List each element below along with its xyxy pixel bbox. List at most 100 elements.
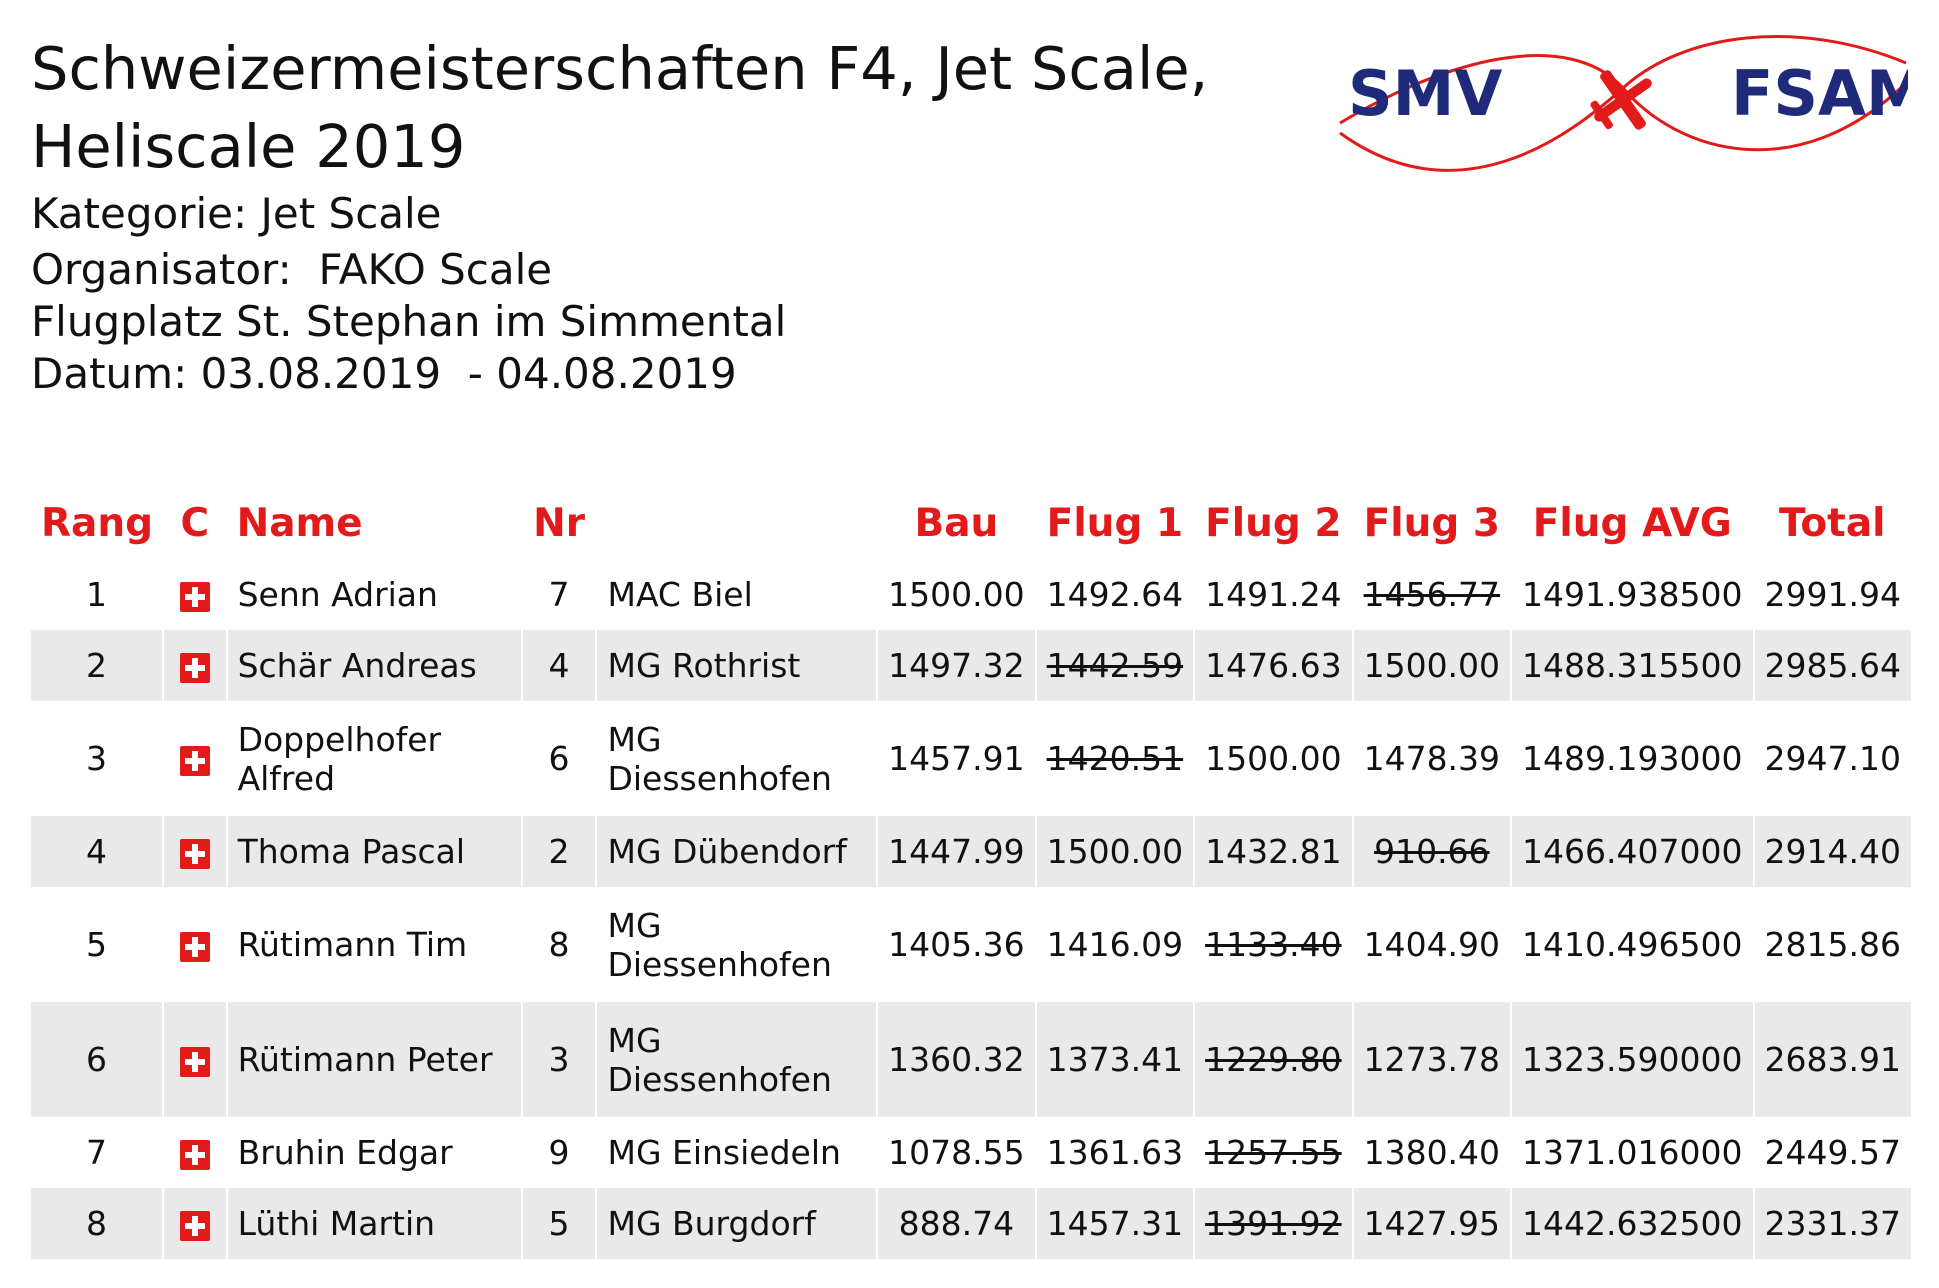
col-name: Name	[236, 500, 363, 546]
rank-cell: 5	[31, 887, 165, 1002]
flug-avg-cell: 1489.193000	[1511, 701, 1755, 816]
col-country: C	[180, 500, 210, 546]
total-cell: 2947.10	[1764, 739, 1901, 778]
flug1-cell-struck: 1442.59	[1035, 630, 1196, 701]
total-cell: 2449.57	[1764, 1133, 1901, 1172]
swiss-flag-icon	[179, 745, 210, 776]
country-cell	[163, 816, 228, 887]
col-club	[596, 487, 877, 559]
location-line: Flugplatz St. Stephan im Simmental	[31, 297, 787, 346]
nr-cell: 3	[521, 1002, 598, 1117]
col-bau: Bau	[914, 500, 999, 546]
pilot-name-cell: Doppelhofer Alfred	[226, 701, 523, 816]
total-cell: 2331.37	[1753, 1188, 1911, 1259]
flug3-cell: 1380.40	[1352, 1117, 1513, 1188]
flug3-cell-struck: 910.66	[1352, 816, 1513, 887]
rank-cell: 3	[31, 701, 165, 816]
col-flug3: Flug 3	[1363, 500, 1501, 546]
flug-avg-cell: 1371.016000	[1511, 1117, 1755, 1188]
smv-fsam-logo: SMV FSAM	[1339, 35, 1908, 172]
country-cell	[163, 887, 228, 1002]
country-cell	[163, 630, 228, 701]
flug3-cell: 1427.95	[1352, 1188, 1513, 1259]
flug2-cell-struck: 1391.92	[1194, 1188, 1354, 1259]
flug1-cell: 1500.00	[1035, 816, 1196, 887]
bau-cell: 888.74	[877, 1188, 1037, 1259]
nr-cell: 5	[521, 1188, 598, 1259]
total-cell: 2914.40	[1753, 816, 1911, 887]
flug3-cell: 1500.00	[1352, 630, 1513, 701]
swiss-flag-icon	[179, 1210, 210, 1241]
flug3-cell: 1404.90	[1352, 887, 1513, 1002]
total-cell: 2815.86	[1764, 925, 1901, 964]
flug2-cell: 1432.81	[1194, 816, 1354, 887]
flug2-cell: 1500.00	[1194, 701, 1354, 816]
flug1-cell-struck: 1420.51	[1035, 701, 1196, 816]
rank-cell: 4	[31, 816, 165, 887]
rank-cell: 8	[31, 1188, 165, 1259]
flug3-cell: 1478.39	[1352, 701, 1513, 816]
airplane-icon	[1590, 70, 1652, 130]
nr-cell: 4	[521, 630, 598, 701]
swiss-flag-icon	[179, 838, 210, 869]
flug-avg-cell: 1466.407000	[1511, 816, 1755, 887]
flug2-cell: 1476.63	[1194, 630, 1354, 701]
swiss-flag-icon	[179, 581, 210, 612]
swiss-flag-icon	[179, 1139, 210, 1170]
col-flug2: Flug 2	[1205, 500, 1342, 546]
swiss-flag-icon	[179, 652, 210, 683]
bau-cell: 1447.99	[877, 816, 1037, 887]
title-line-2: Heliscale 2019	[31, 112, 466, 181]
table-row: 6 Rütimann Peter 3 MG Diessenhofen 1360.…	[31, 1002, 1911, 1117]
bau-cell: 1405.36	[877, 887, 1037, 1002]
col-rang: Rang	[41, 500, 154, 546]
flug-avg-cell: 1323.590000	[1511, 1002, 1755, 1117]
bau-cell: 1457.91	[877, 701, 1037, 816]
table-row: 2 Schär Andreas 4 MG Rothrist 1497.32 14…	[31, 630, 1911, 701]
flug1-cell: 1416.09	[1035, 887, 1196, 1002]
col-total: Total	[1778, 500, 1886, 546]
total-cell: 2683.91	[1753, 1002, 1911, 1117]
bau-cell: 1500.00	[877, 559, 1037, 630]
club-cell: MG Dübendorf	[596, 816, 879, 887]
pilot-name-cell: Rütimann Tim	[226, 887, 523, 1002]
flug3-cell: 1273.78	[1352, 1002, 1513, 1117]
table-row: 1 Senn Adrian 7 MAC Biel 1500.00 1492.64…	[31, 559, 1911, 630]
club-cell: MG Diessenhofen	[596, 887, 879, 1002]
pilot-name-cell: Senn Adrian	[226, 559, 523, 630]
club-cell: MG Burgdorf	[596, 1188, 879, 1259]
nr-cell: 6	[521, 701, 598, 816]
club-cell: MG Rothrist	[596, 630, 879, 701]
flug2-cell-struck: 1257.55	[1194, 1117, 1354, 1188]
club-cell: MAC Biel	[596, 559, 879, 630]
club-cell: MG Diessenhofen	[596, 1002, 879, 1117]
country-cell	[163, 701, 228, 816]
nr-cell: 7	[521, 559, 598, 630]
table-row: 7 Bruhin Edgar 9 MG Einsiedeln 1078.55 1…	[31, 1117, 1911, 1188]
pilot-name-cell: Rütimann Peter	[226, 1002, 523, 1117]
table-row: 3 Doppelhofer Alfred 6 MG Diessenhofen 1…	[31, 701, 1911, 816]
results-table: Rang C Name Nr Bau Flug 1 Flug 2 Flug 3 …	[31, 487, 1911, 1259]
flug-avg-cell: 1488.315500	[1511, 630, 1755, 701]
nr-cell: 2	[521, 816, 598, 887]
title-line-1: Schweizermeisterschaften F4, Jet Scale,	[31, 34, 1209, 103]
country-cell	[163, 559, 228, 630]
flug2-cell-struck: 1229.80	[1194, 1002, 1354, 1117]
flug1-cell: 1373.41	[1035, 1002, 1196, 1117]
flug-avg-cell: 1491.938500	[1511, 559, 1755, 630]
page-title: Schweizermeisterschaften F4, Jet Scale, …	[31, 30, 1208, 186]
logo-fsam-text: FSAM	[1731, 57, 1908, 130]
nr-cell: 8	[521, 887, 598, 1002]
swiss-flag-icon	[179, 931, 210, 962]
bau-cell: 1360.32	[877, 1002, 1037, 1117]
rank-cell: 2	[31, 630, 165, 701]
country-cell	[163, 1002, 228, 1117]
country-cell	[163, 1188, 228, 1259]
nr-cell: 9	[521, 1117, 598, 1188]
pilot-name-cell: Thoma Pascal	[226, 816, 523, 887]
club-cell: MG Einsiedeln	[596, 1117, 879, 1188]
rank-cell: 6	[31, 1002, 165, 1117]
category-line: Kategorie: Jet Scale	[31, 189, 442, 238]
bau-cell: 1497.32	[877, 630, 1037, 701]
flug-avg-cell: 1410.496500	[1511, 887, 1755, 1002]
